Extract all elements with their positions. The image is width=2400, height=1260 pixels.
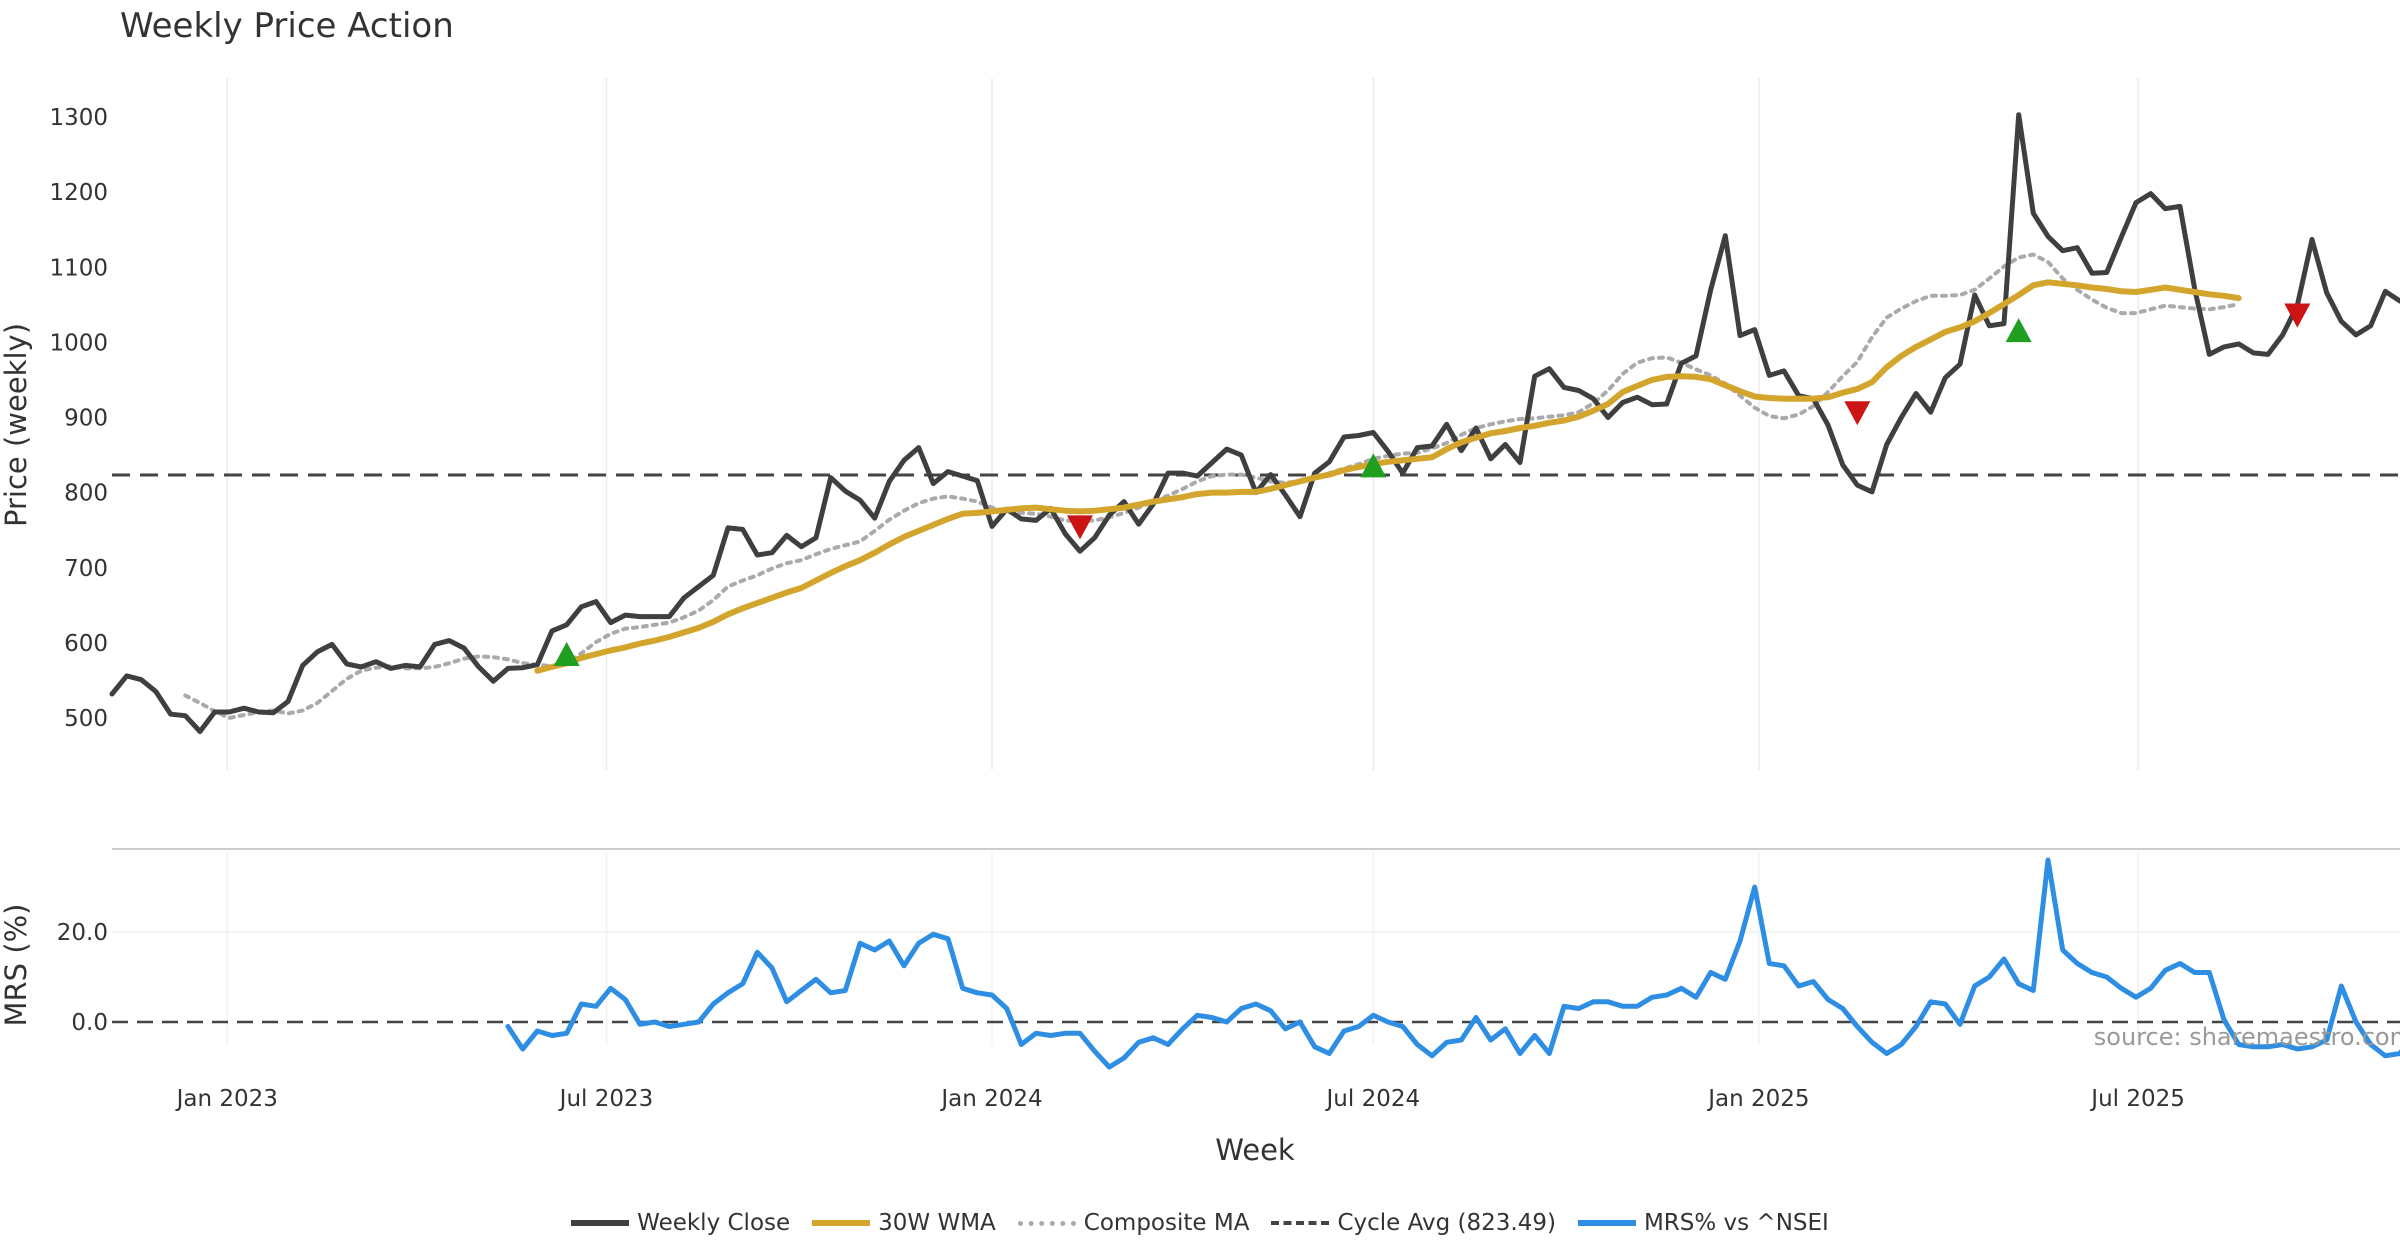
x-tick-label: Jan 2024 bbox=[939, 1086, 1042, 1112]
y-tick-label: 1000 bbox=[49, 330, 108, 356]
reference-lines bbox=[112, 473, 2400, 1024]
legend-swatch-30w-wma bbox=[812, 1220, 871, 1226]
sub-y-axis-title: MRS (%) bbox=[0, 904, 33, 1027]
composite-ma-line bbox=[183, 252, 2241, 720]
x-tick-label: Jan 2023 bbox=[175, 1086, 278, 1112]
legend-item-cycle-avg: Cycle Avg (823.49) bbox=[1271, 1210, 1556, 1236]
buy-signal-marker bbox=[553, 641, 580, 666]
legend-swatch-composite-ma bbox=[1017, 1220, 1076, 1226]
legend-label: Weekly Close bbox=[637, 1210, 791, 1236]
y-tick-label: 1100 bbox=[49, 255, 108, 281]
signal-markers bbox=[553, 303, 2311, 666]
x-tick-label: Jan 2025 bbox=[1706, 1086, 1809, 1112]
x-axis-title: Week bbox=[1215, 1133, 1295, 1167]
y-axis-title: Price (weekly) bbox=[0, 323, 33, 527]
legend-label: Cycle Avg (823.49) bbox=[1337, 1210, 1556, 1236]
y-tick-label: 500 bbox=[64, 706, 108, 732]
y-tick-label: 700 bbox=[64, 556, 108, 582]
y-tick-label: 1300 bbox=[49, 105, 108, 131]
y-tick-label: 800 bbox=[64, 481, 108, 507]
y-tick-label: 600 bbox=[64, 631, 108, 657]
legend-swatch-mrs bbox=[1577, 1220, 1636, 1226]
legend-item-30w-wma: 30W WMA bbox=[812, 1210, 996, 1236]
legend-item-mrs: MRS% vs ^NSEI bbox=[1577, 1210, 1829, 1236]
legend-swatch-weekly-close bbox=[571, 1220, 630, 1226]
source-note: source: sharemaestro.com bbox=[2094, 1023, 2400, 1051]
legend-item-weekly-close: Weekly Close bbox=[571, 1210, 790, 1236]
x-tick-label: Jul 2025 bbox=[2089, 1086, 2185, 1112]
legend: Weekly Close 30W WMA Composite MA Cycle … bbox=[0, 1210, 2400, 1236]
buy-signal-marker bbox=[2005, 318, 2032, 343]
weekly-close-line bbox=[109, 112, 2400, 734]
sell-signal-marker bbox=[1844, 401, 1871, 426]
legend-label: MRS% vs ^NSEI bbox=[1643, 1210, 1829, 1236]
chart-title: Weekly Price Action bbox=[120, 6, 454, 46]
mrs-line bbox=[505, 857, 2400, 1070]
series-layer bbox=[109, 112, 2400, 1070]
x-tick-label: Jul 2024 bbox=[1325, 1086, 1421, 1112]
sub-y-tick-label: 20.0 bbox=[57, 920, 108, 946]
buy-signal-marker bbox=[1360, 453, 1387, 478]
legend-swatch-cycle-avg bbox=[1271, 1221, 1330, 1225]
x-tick-label: Jul 2023 bbox=[558, 1086, 654, 1112]
y-tick-label: 900 bbox=[64, 406, 108, 432]
legend-item-composite-ma: Composite MA bbox=[1017, 1210, 1250, 1236]
wma-30w-line bbox=[534, 279, 2242, 674]
y-tick-label: 1200 bbox=[49, 180, 108, 206]
legend-label: 30W WMA bbox=[878, 1210, 996, 1236]
grid-layer bbox=[112, 78, 2400, 1045]
axis-labels: Jan 2023 Jul 2023 Jan 2024 Jul 2024 Jan 2025… bbox=[0, 105, 2185, 1167]
sell-signal-marker bbox=[2284, 303, 2311, 328]
sell-signal-marker bbox=[1067, 515, 1093, 540]
legend-label: Composite MA bbox=[1083, 1210, 1250, 1236]
sub-y-tick-label: 0.0 bbox=[71, 1010, 108, 1036]
